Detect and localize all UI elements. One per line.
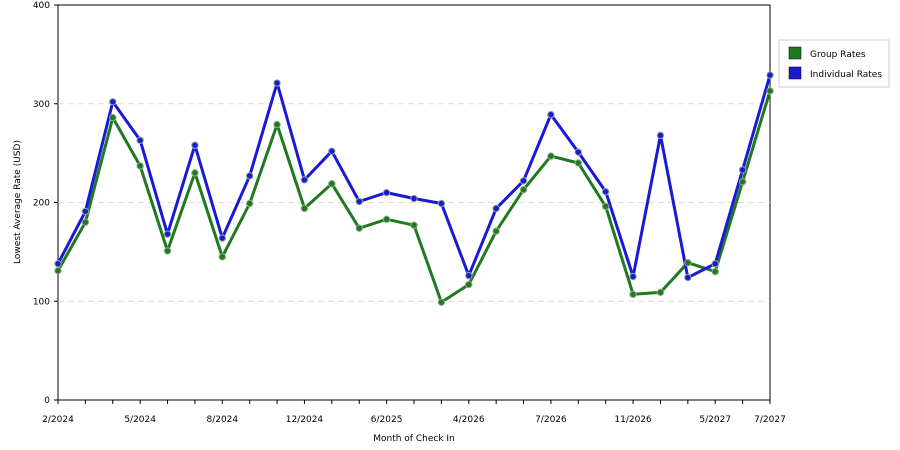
y-tick-label: 300 [33, 100, 50, 110]
data-point-group [54, 266, 62, 275]
y-tick-label: 200 [33, 199, 50, 209]
data-point-group [382, 215, 391, 223]
data-point-group [81, 218, 90, 226]
data-point-group [410, 221, 418, 229]
legend-swatch-individual [788, 66, 802, 80]
data-point-individual [574, 148, 583, 156]
data-point-group [519, 185, 528, 194]
data-point-individual [547, 110, 555, 119]
data-point-individual [684, 273, 692, 282]
data-point-individual [54, 260, 62, 268]
data-point-individual [437, 199, 446, 208]
y-axis-title: Lowest Average Rate (USD) [13, 140, 23, 264]
x-axis-ticks: 2/2024 5/2024 8/2024 12/2024 6/2025 4/2026 7/2… [42, 400, 786, 425]
x-tick-label: 4/2026 [453, 415, 485, 425]
data-point-individual [766, 71, 774, 79]
data-point-group [766, 87, 774, 95]
y-tick-label: 100 [33, 297, 50, 307]
data-point-group [547, 152, 555, 160]
y-axis-ticks: 0 100 200 300 400 [33, 1, 58, 406]
data-point-individual [191, 141, 199, 149]
x-tick-label: 5/2024 [124, 415, 156, 425]
x-tick-label: 2/2024 [42, 415, 74, 425]
y-tick-label: 0 [44, 396, 50, 406]
data-point-individual [465, 271, 473, 280]
data-point-group [136, 162, 144, 170]
data-point-group [328, 180, 336, 188]
data-point-individual [711, 260, 719, 268]
x-tick-label: 5/2027 [699, 415, 731, 425]
data-point-individual [355, 197, 363, 206]
data-point-group [684, 259, 692, 267]
x-tick-label: 7/2027 [754, 415, 786, 425]
data-point-group [465, 280, 473, 289]
data-point-individual [109, 98, 117, 106]
data-point-group [163, 247, 172, 255]
data-point-individual [136, 136, 144, 144]
data-point-individual [163, 230, 172, 238]
data-point-individual [629, 272, 637, 281]
data-point-group [300, 204, 309, 213]
data-point-individual [273, 79, 281, 87]
data-point-group [574, 159, 583, 167]
data-point-group [191, 169, 199, 177]
data-point-group [218, 253, 227, 261]
data-point-individual [218, 234, 227, 242]
data-point-individual [656, 131, 665, 140]
data-point-group [629, 290, 637, 299]
data-point-individual [738, 166, 747, 174]
data-point-group [109, 113, 117, 122]
x-axis-title: Month of Check In [373, 434, 455, 444]
data-point-individual [410, 194, 418, 203]
data-point-group [355, 224, 363, 232]
data-point-individual [245, 172, 254, 180]
x-tick-label: 7/2026 [535, 415, 567, 425]
data-point-individual [519, 177, 528, 185]
data-point-group [601, 202, 610, 211]
y-tick-label: 400 [33, 1, 50, 11]
legend-label-group: Group Rates [810, 50, 866, 60]
data-point-group [273, 120, 281, 129]
grid-lines [58, 103, 770, 302]
data-point-group [656, 288, 665, 297]
x-tick-label: 11/2026 [614, 415, 652, 425]
x-tick-label: 12/2024 [286, 415, 324, 425]
legend-label-individual: Individual Rates [810, 70, 882, 80]
data-point-individual [328, 147, 336, 155]
data-point-group [437, 298, 446, 306]
data-point-group [492, 227, 500, 235]
series-lines [54, 71, 774, 306]
x-tick-label: 8/2024 [206, 415, 238, 425]
data-point-group [711, 267, 719, 276]
x-tick-label: 6/2025 [371, 415, 403, 425]
data-point-individual [601, 187, 610, 196]
data-point-group [245, 199, 254, 208]
data-point-group [738, 178, 747, 186]
legend: Group Rates Individual Rates [778, 39, 890, 88]
data-point-individual [81, 207, 90, 216]
data-point-individual [382, 188, 391, 197]
legend-swatch-group [788, 46, 802, 60]
data-point-individual [492, 204, 500, 213]
data-point-individual [300, 176, 309, 184]
